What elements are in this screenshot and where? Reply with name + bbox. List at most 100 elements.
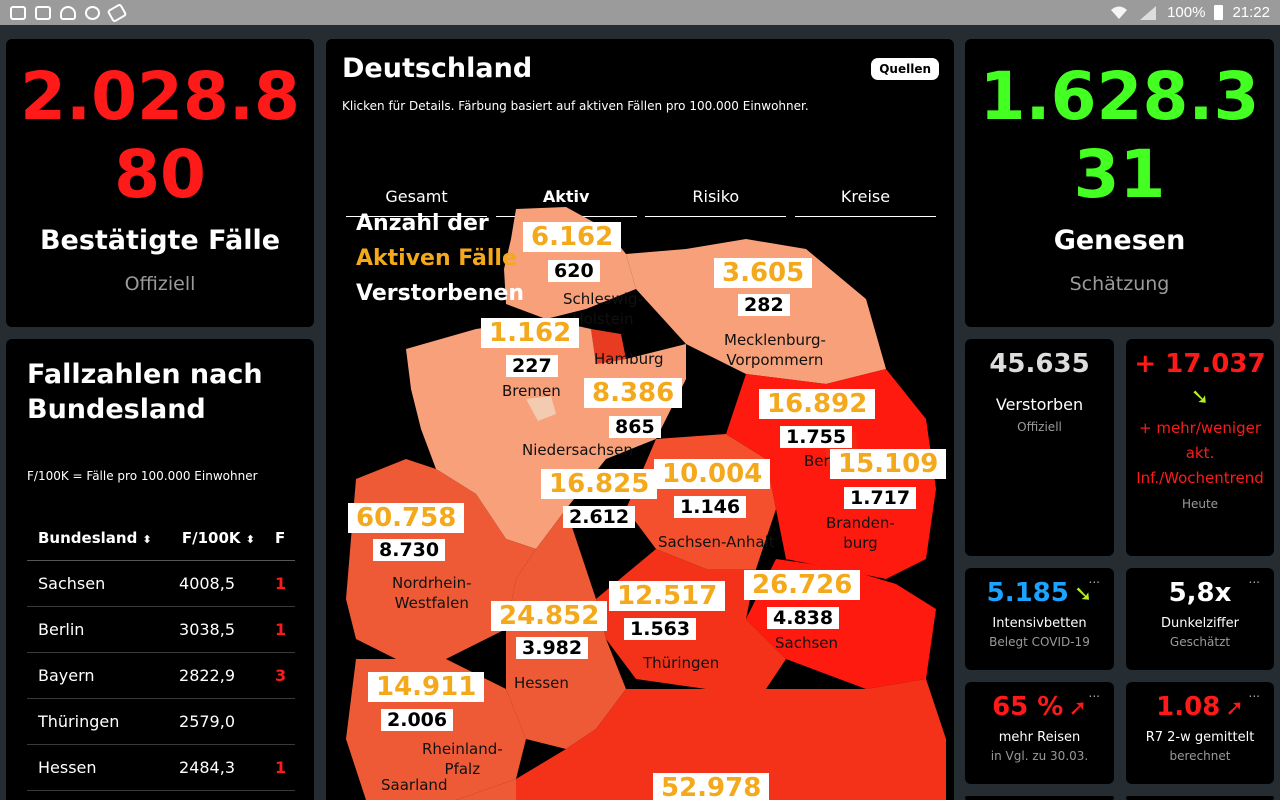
state-table-note: F/100K = Fälle pro 100.000 Einwohner	[27, 469, 258, 483]
row-f: 1	[275, 606, 295, 653]
travel-number: 65 %	[992, 692, 1064, 722]
state-table-wrapper[interactable]: Bundesland ⬍ F/100K ⬍ F Sachsen 4008,5 1 Be…	[27, 516, 295, 791]
state-name-label[interactable]: Niedersachsen	[522, 441, 633, 459]
state-death-count[interactable]: 2.006	[381, 709, 454, 731]
tab-risiko[interactable]: Risiko	[645, 187, 787, 217]
state-name-label[interactable]: Hessen	[514, 674, 569, 692]
state-name-label[interactable]: Saarland	[381, 776, 448, 794]
table-row[interactable]: Sachsen 4008,5 1	[27, 560, 295, 607]
trend-label: + mehr/weniger akt. Inf./Wochentrend	[1136, 419, 1264, 487]
state-active-count[interactable]: 6.162	[523, 222, 622, 252]
state-death-count[interactable]: 8.730	[373, 539, 446, 561]
image-icon	[35, 5, 51, 20]
state-active-count[interactable]: 24.852	[491, 601, 608, 631]
germany-map-card: Deutschland Quellen Klicken für Details.…	[326, 39, 954, 800]
deaths-number: 45.635	[989, 349, 1090, 379]
state-active-count[interactable]: 52.978	[653, 773, 770, 800]
r7-tile[interactable]: ... 1.08 ➚ R7 2-w gemittelt berechnet	[1126, 682, 1274, 784]
deaths-tile[interactable]: 45.635 Verstorben Offiziell	[965, 339, 1114, 556]
state-name-label[interactable]: Hamburg	[594, 350, 664, 368]
state-active-count[interactable]: 60.758	[348, 503, 465, 533]
recovered-sub: Schätzung	[1069, 273, 1170, 295]
table-row[interactable]: Bayern 2822,9 3	[27, 652, 295, 699]
state-active-count[interactable]: 8.386	[584, 378, 683, 408]
next-tile-edge	[1126, 796, 1274, 800]
germany-map[interactable]	[326, 39, 954, 800]
state-name-label[interactable]: Rheinland- Pfalz	[422, 740, 503, 778]
row-f100k: 3038,5	[167, 606, 275, 653]
more-icon[interactable]: ...	[1248, 572, 1260, 586]
state-niedersachsen	[406, 319, 686, 549]
state-death-count[interactable]: 1.717	[844, 487, 917, 509]
state-bremen	[526, 396, 556, 421]
arrow-up-right-icon: ➚	[1068, 696, 1087, 721]
state-name-label[interactable]: Bremen	[502, 382, 561, 400]
dark-figure-label: Dunkelziffer	[1161, 616, 1239, 631]
phone-icon	[106, 2, 128, 23]
state-death-count[interactable]: 3.982	[516, 637, 589, 659]
state-death-count[interactable]: 4.838	[767, 607, 840, 629]
trend-sub: Heute	[1181, 497, 1219, 511]
recovered-card[interactable]: 1.628.3 31 Genesen Schätzung	[965, 39, 1274, 327]
battery-icon	[1214, 5, 1224, 20]
state-active-count[interactable]: 15.109	[830, 449, 947, 479]
dark-figure-tile[interactable]: ... 5,8x Dunkelziffer Geschätzt	[1126, 568, 1274, 670]
table-row[interactable]: Berlin 3038,5 1	[27, 606, 295, 653]
status-bar: 100% 21:22	[0, 0, 1280, 25]
state-active-count[interactable]: 16.825	[541, 469, 658, 499]
dark-figure-sub: Geschätzt	[1169, 635, 1231, 649]
state-death-count[interactable]: 1.563	[624, 618, 697, 640]
state-active-count[interactable]: 26.726	[744, 570, 861, 600]
state-active-count[interactable]: 10.004	[654, 459, 771, 489]
state-name-label[interactable]: Mecklenburg- Vorpommern	[724, 331, 826, 369]
row-f: 1	[275, 744, 295, 791]
state-name-label[interactable]: Sachsen	[775, 634, 839, 652]
arrow-down-right-icon: ➘	[1190, 385, 1210, 410]
state-name-label[interactable]: Thüringen	[643, 654, 720, 672]
trend-tile[interactable]: + 17.037 ➘ + mehr/weniger akt. Inf./Woch…	[1126, 339, 1274, 556]
more-icon[interactable]: ...	[1088, 572, 1100, 586]
tab-kreise[interactable]: Kreise	[794, 187, 936, 217]
state-active-count[interactable]: 12.517	[609, 581, 726, 611]
column-header-bundesland[interactable]: Bundesland ⬍	[38, 528, 152, 547]
row-f100k: 4008,5	[167, 560, 275, 607]
table-row[interactable]: Hessen 2484,3 1	[27, 744, 295, 791]
wifi-icon	[1111, 6, 1128, 19]
state-name-label[interactable]: Branden- burg	[826, 514, 895, 552]
more-icon[interactable]: ...	[1248, 686, 1260, 700]
map-title: Deutschland	[342, 53, 533, 84]
notification-icons	[10, 2, 128, 23]
state-active-count[interactable]: 16.892	[759, 389, 876, 419]
state-death-count[interactable]: 1.755	[780, 426, 853, 448]
state-name-label[interactable]: Schleswig- Holstein	[563, 290, 643, 328]
sources-button[interactable]: Quellen	[871, 58, 939, 80]
tab-gesamt[interactable]: Gesamt	[346, 187, 487, 217]
state-active-count[interactable]: 1.162	[481, 318, 580, 348]
icu-tile[interactable]: ... 5.185 ➘ Intensivbetten Belegt COVID-…	[965, 568, 1114, 670]
state-death-count[interactable]: 865	[609, 416, 661, 438]
travel-tile[interactable]: ... 65 % ➚ mehr Reisen in Vgl. zu 30.03.	[965, 682, 1114, 784]
confirmed-cases-card[interactable]: 2.028.8 80 Bestätigte Fälle Offiziell	[6, 39, 314, 327]
state-name-label[interactable]: Nordrhein- Westfalen	[392, 574, 472, 612]
state-death-count[interactable]: 1.146	[674, 496, 747, 518]
column-header-f[interactable]: F	[275, 528, 286, 547]
recovered-number-line1: 1.628.3	[979, 58, 1260, 135]
state-name-label[interactable]: Sachsen-Anhalt	[658, 533, 775, 551]
state-death-count[interactable]: 282	[738, 294, 790, 316]
confirmed-sub: Offiziell	[124, 273, 196, 295]
state-active-count[interactable]: 3.605	[714, 258, 813, 288]
row-state-name: Sachsen	[27, 560, 167, 607]
travel-label: mehr Reisen	[998, 730, 1081, 745]
table-row[interactable]: Thüringen 2579,0	[27, 698, 295, 745]
state-death-count[interactable]: 2.612	[563, 506, 636, 528]
state-active-count[interactable]: 14.911	[368, 672, 485, 702]
next-tile-edge	[965, 796, 1114, 800]
state-death-count[interactable]: 620	[548, 260, 600, 282]
more-icon[interactable]: ...	[1088, 686, 1100, 700]
icu-number: 5.185	[986, 578, 1069, 608]
arrow-down-right-icon: ➘	[1073, 582, 1093, 607]
recovered-label: Genesen	[1053, 225, 1186, 256]
legend-line2: Aktiven Fälle	[356, 246, 517, 271]
state-death-count[interactable]: 227	[506, 355, 558, 377]
column-header-f100k[interactable]: F/100K ⬍	[181, 528, 255, 547]
